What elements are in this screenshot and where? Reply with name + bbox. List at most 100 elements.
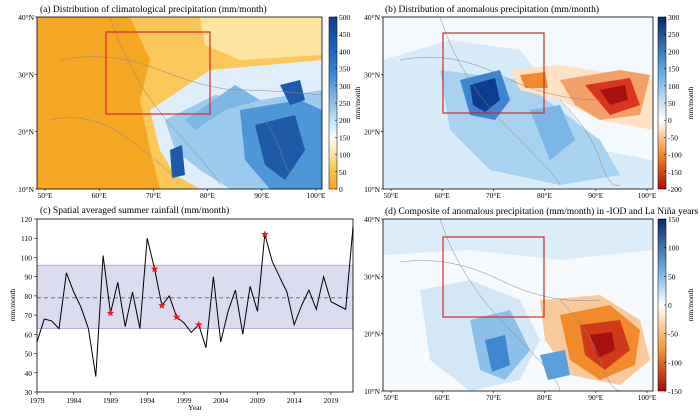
y-tick-label: 110 — [21, 234, 32, 243]
panel-a-lon-labels: 50°E 60°E 70°E 80°E 90°E 100°E — [37, 189, 326, 200]
plot-frame — [36, 218, 354, 393]
colorbar-tick-label: 0 — [668, 301, 672, 310]
x-tick-label: 2014 — [287, 396, 302, 405]
lat-tick-label: 40°N — [364, 13, 380, 22]
region-box-d — [442, 236, 545, 318]
region-box-b — [442, 32, 545, 114]
lat-tick-label: 10°N — [18, 185, 34, 194]
colorbar-b-ticks: 300 250 200 150 100 50 0 -50 -100 -150 -200 — [664, 13, 682, 194]
panel-a: (a) Distribution of climatological preci… — [18, 4, 362, 200]
lon-tick-label: 80°E — [537, 191, 552, 200]
highlight-star-marker — [158, 301, 166, 309]
colorbar-tick-label: -150 — [668, 387, 682, 396]
x-axis-label: Year — [188, 403, 202, 412]
lat-tick-label: 10°N — [364, 185, 380, 194]
lat-tick-label: 20°N — [364, 330, 380, 339]
colorbar-tick-label: -100 — [668, 151, 682, 160]
colorbar-tick-label: 0 — [339, 185, 343, 194]
rainfall-line-chart: 30 40 50 60 70 80 90 100 110 120 1979 1984 1989 1994 1… — [21, 215, 354, 405]
colorbar-tick-label: 150 — [339, 133, 351, 142]
colorbar-tick-label: 50 — [668, 272, 676, 281]
panel-d: (d) Composite of anomalous precipitation… — [364, 206, 698, 402]
x-tick-label: 1999 — [176, 396, 191, 405]
region-box-a — [105, 31, 211, 115]
x-tick-label: 1989 — [103, 396, 118, 405]
highlight-star-marker — [194, 320, 203, 328]
colorbar-tick-label: -100 — [668, 358, 682, 367]
lat-tick-label: 20°N — [18, 128, 34, 137]
colorbar-tick-label: 100 — [339, 151, 351, 160]
y-tick-label: 80 — [25, 292, 33, 301]
colorbar-tick-label: 250 — [668, 30, 680, 39]
panel-a-lat-labels: 40°N 30°N 20°N 10°N — [18, 13, 37, 194]
panel-b-map — [383, 17, 653, 189]
x-tick-label: 1979 — [30, 396, 45, 405]
colorbar-tick-label: 100 — [668, 244, 680, 253]
panel-c: (c) Spatial averaged summer rainfall (mm… — [8, 205, 354, 412]
panel-b-lon-labels: 50°E 60°E 70°E 80°E 90°E 100°E — [383, 189, 657, 200]
x-tick-label: 2009 — [250, 396, 265, 405]
lon-tick-label: 90°E — [588, 191, 603, 200]
lat-tick-label: 10°N — [364, 387, 380, 396]
panel-d-title: (d) Composite of anomalous precipitation… — [385, 206, 698, 217]
highlight-star-marker — [106, 309, 115, 317]
panel-b-title: (b) Distribution of anomalous precipitat… — [385, 4, 599, 15]
panel-a-map — [37, 17, 322, 189]
lon-tick-label: 100°E — [307, 191, 326, 200]
panel-b: (b) Distribution of anomalous precipitat… — [364, 4, 695, 200]
colorbar-tick-label: -200 — [668, 185, 682, 194]
lat-tick-label: 40°N — [364, 215, 380, 224]
colorbar-tick-label: 500 — [339, 13, 351, 22]
colorbar-tick-label: 50 — [339, 168, 347, 177]
panel-a-title: (a) Distribution of climatological preci… — [40, 4, 267, 15]
colorbar-tick-label: 200 — [668, 47, 680, 56]
colorbar-tick-label: 300 — [668, 13, 680, 22]
lat-tick-label: 30°N — [364, 272, 380, 281]
colorbar-tick-label: 450 — [339, 30, 351, 39]
lon-tick-label: 70°E — [486, 191, 501, 200]
colorbar-d-ticks: 150 100 50 0 -50 -100 -150 — [664, 215, 682, 396]
lon-tick-label: 90°E — [588, 393, 603, 402]
colorbar-a-label: mm/month — [353, 86, 362, 119]
colorbar-tick-label: 200 — [339, 116, 351, 125]
x-tick-label: 2004 — [213, 396, 228, 405]
colorbar-tick-label: 250 — [339, 99, 351, 108]
lat-tick-label: 30°N — [364, 70, 380, 79]
colorbar-tick-label: 100 — [668, 82, 680, 91]
panel-d-lon-labels: 50°E 60°E 70°E 80°E 90°E 100°E — [383, 391, 657, 402]
panel-c-title: (c) Spatial averaged summer rainfall (mm… — [40, 205, 229, 216]
colorbar-tick-label: -50 — [668, 133, 678, 142]
lat-tick-label: 30°N — [18, 70, 34, 79]
lon-tick-label: 50°E — [383, 191, 398, 200]
lon-tick-label: 90°E — [254, 191, 269, 200]
lon-tick-label: 60°E — [435, 393, 450, 402]
panel-b-lat-labels: 40°N 30°N 20°N 10°N — [364, 13, 383, 194]
y-tick-label: 70 — [25, 311, 33, 320]
lon-tick-label: 70°E — [146, 191, 161, 200]
lon-tick-label: 50°E — [37, 191, 52, 200]
lon-tick-label: 60°E — [92, 191, 107, 200]
colorbar-tick-label: 150 — [668, 65, 680, 74]
colorbar-tick-label: 400 — [339, 47, 351, 56]
colorbar-tick-label: 150 — [668, 215, 680, 224]
colorbar-tick-label: -50 — [668, 330, 678, 339]
y-tick-label: 60 — [25, 330, 33, 339]
lon-tick-label: 100°E — [638, 393, 657, 402]
panel-d-map — [383, 219, 653, 391]
y-tick-label: 120 — [21, 215, 33, 224]
y-tick-label: 30 — [25, 388, 33, 397]
colorbar-tick-label: 0 — [668, 116, 672, 125]
x-tick-label: 1994 — [140, 396, 155, 405]
lon-tick-label: 80°E — [537, 393, 552, 402]
lon-tick-label: 80°E — [200, 191, 215, 200]
lon-tick-label: 70°E — [486, 393, 501, 402]
lon-tick-label: 50°E — [383, 393, 398, 402]
lat-tick-label: 40°N — [18, 13, 34, 22]
highlight-star-marker — [150, 265, 159, 273]
y-tick-label: 90 — [25, 273, 33, 282]
x-tick-label: 2019 — [323, 396, 338, 405]
colorbar-tick-label: 350 — [339, 65, 351, 74]
lon-tick-label: 100°E — [638, 191, 657, 200]
